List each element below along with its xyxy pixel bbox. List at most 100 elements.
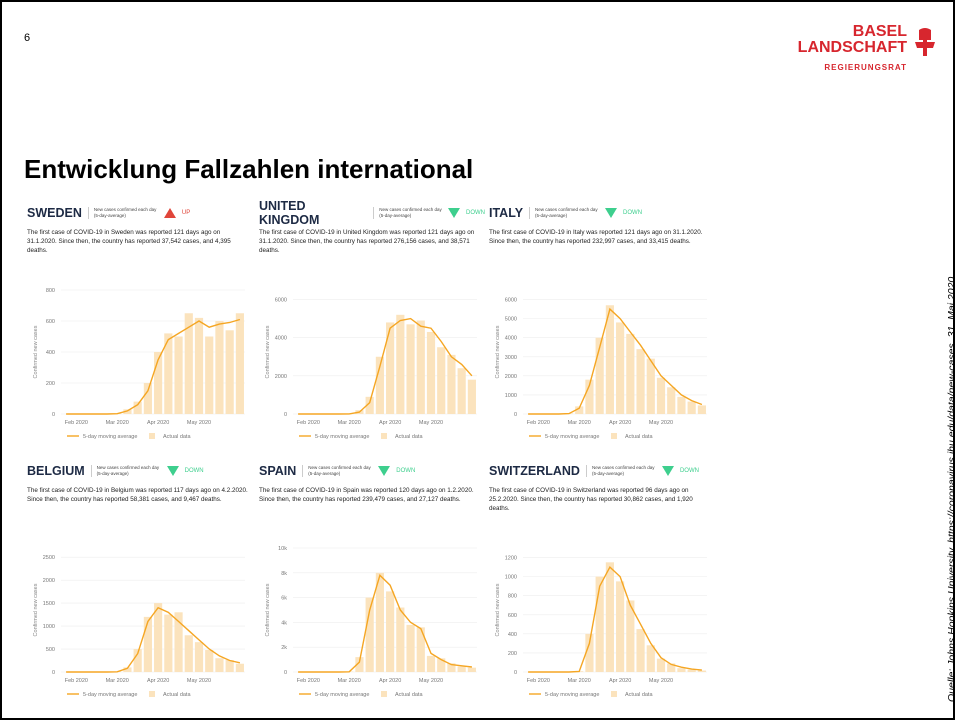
- x-tick-label: Apr 2020: [379, 420, 401, 426]
- y-tick-label: 6k: [281, 596, 287, 602]
- x-tick-label: Apr 2020: [147, 678, 169, 684]
- bar: [396, 607, 405, 672]
- trend-label: DOWN: [184, 468, 204, 474]
- chart-subtitle: New cases confirmed each day (5-day-aver…: [529, 207, 599, 219]
- bar: [365, 597, 374, 672]
- y-tick-label: 6000: [505, 298, 517, 304]
- y-tick-label: 4k: [281, 620, 287, 626]
- x-tick-label: Feb 2020: [527, 420, 550, 426]
- bar: [605, 562, 614, 672]
- y-tick-label: 2000: [43, 578, 55, 584]
- x-tick-label: Feb 2020: [527, 678, 550, 684]
- legend-swatch: [149, 691, 155, 697]
- bar: [595, 337, 604, 414]
- bar: [406, 324, 415, 414]
- y-tick-label: 2500: [43, 555, 55, 561]
- x-tick-label: Mar 2020: [568, 420, 591, 426]
- bar: [205, 649, 214, 672]
- chart-header: SWEDEN New cases confirmed each day (5-da…: [27, 204, 253, 222]
- chart-subtitle: New cases confirmed each day (5-day-aver…: [90, 465, 161, 477]
- x-tick-label: May 2020: [187, 420, 211, 426]
- y-tick-label: 600: [46, 319, 55, 325]
- y-tick-label: 400: [508, 632, 517, 638]
- country-name: SPAIN: [259, 464, 297, 478]
- y-tick-label: 1500: [43, 601, 55, 607]
- bar: [164, 333, 173, 414]
- logo-icon: [915, 28, 935, 56]
- bar: [194, 642, 204, 672]
- slide-number: 6: [24, 32, 31, 44]
- chart-panel: BELGIUM New cases confirmed each day (5-d…: [27, 462, 253, 712]
- trend-icon: [661, 466, 674, 476]
- bar: [143, 383, 152, 414]
- bar: [174, 336, 183, 414]
- x-tick-label: May 2020: [419, 678, 443, 684]
- bar: [375, 572, 384, 672]
- bar: [355, 657, 364, 672]
- bar: [215, 321, 224, 414]
- bar: [406, 624, 415, 672]
- bar: [205, 336, 214, 414]
- bar: [636, 349, 645, 414]
- trend-icon: [166, 466, 179, 476]
- bar: [235, 313, 244, 414]
- legend-swatch: [149, 433, 155, 439]
- legend-label: 5-day moving average: [83, 434, 137, 440]
- chart-panel: ITALY New cases confirmed each day (5-day…: [489, 204, 715, 454]
- x-tick-label: Apr 2020: [609, 420, 631, 426]
- legend-label: 5-day moving average: [315, 434, 369, 440]
- bar: [194, 317, 204, 414]
- chart-panel: SWEDEN New cases confirmed each day (5-da…: [27, 204, 253, 454]
- y-tick-label: 1000: [43, 624, 55, 630]
- bar: [215, 658, 224, 672]
- chart-header: SWITZERLAND New cases confirmed each day …: [489, 462, 715, 480]
- bar: [667, 387, 676, 414]
- x-tick-label: Mar 2020: [338, 678, 361, 684]
- logo-line: BASEL: [852, 23, 907, 40]
- chart: Confirmed new cases 0 2k 4k 6k 8k 10k Feb 2020 M…: [265, 546, 477, 698]
- x-tick-label: Feb 2020: [65, 678, 88, 684]
- y-tick-label: 0: [284, 412, 287, 418]
- trend-label: UP: [181, 210, 191, 216]
- y-tick-label: 4000: [275, 336, 287, 342]
- y-tick-label: 10k: [278, 546, 287, 552]
- y-tick-label: 4000: [505, 336, 517, 342]
- bar: [386, 591, 395, 672]
- bar: [467, 379, 476, 414]
- trend-icon: [605, 208, 618, 218]
- line: [66, 606, 241, 673]
- chart-header: ITALY New cases confirmed each day (5-day…: [489, 204, 715, 222]
- line: [298, 573, 472, 673]
- bar: [697, 405, 706, 414]
- chart-header: UNITED KINGDOM New cases confirmed each d…: [259, 199, 485, 227]
- y-axis-label: Confirmed new cases: [33, 583, 39, 636]
- x-tick-label: May 2020: [649, 420, 673, 426]
- legend-swatch: [381, 433, 387, 439]
- trend-label: DOWN: [623, 210, 643, 216]
- country-name: SWEDEN: [27, 206, 82, 220]
- x-tick-label: Mar 2020: [106, 678, 129, 684]
- bar: [184, 313, 193, 414]
- legend-swatch: [611, 433, 617, 439]
- bar: [123, 667, 132, 672]
- y-tick-label: 5000: [505, 317, 517, 323]
- legend-label: Actual data: [625, 692, 653, 698]
- legend-label: 5-day moving average: [83, 692, 137, 698]
- legend-label: Actual data: [395, 692, 423, 698]
- logo: BASEL LANDSCHAFT REGIERUNGSRAT: [798, 24, 907, 76]
- x-tick-label: Mar 2020: [338, 420, 361, 426]
- bar: [656, 377, 666, 414]
- line: [66, 318, 241, 415]
- chart-description: The first case of COVID-19 in Italy was …: [489, 229, 703, 245]
- source: Quelle: Johns Hopkins University, https:…: [946, 276, 955, 702]
- logo-line: LANDSCHAFT: [797, 39, 907, 56]
- line: [528, 565, 702, 673]
- legend-swatch: [381, 691, 387, 697]
- bar: [667, 663, 676, 672]
- bar: [646, 645, 655, 672]
- bar: [677, 396, 686, 414]
- bar: [646, 358, 655, 414]
- bar: [616, 322, 625, 414]
- chart-panel: SPAIN New cases confirmed each day (5-day…: [259, 462, 485, 712]
